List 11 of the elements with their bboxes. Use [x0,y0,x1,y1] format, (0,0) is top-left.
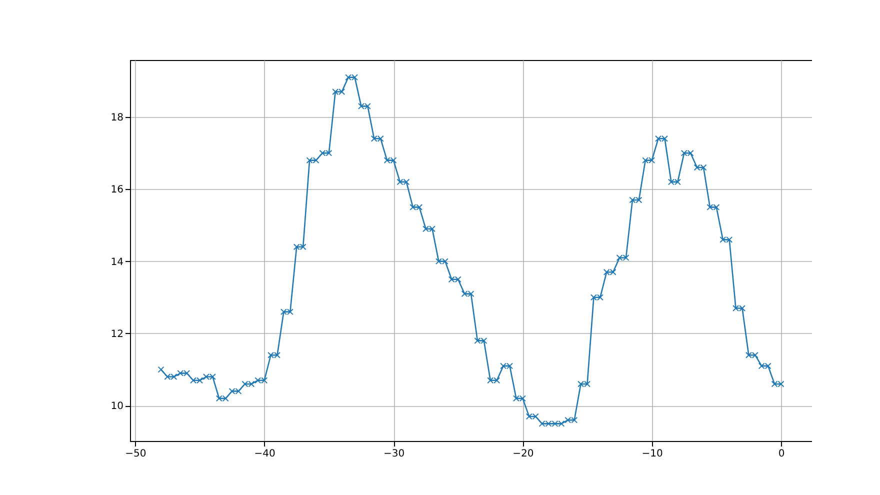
y-tick-label: 16 [110,184,124,196]
y-tick-label: 12 [110,328,124,340]
x-tick-label: −20 [512,448,534,460]
x-tick-label: −50 [125,448,146,460]
x-tick-label: −30 [383,448,405,460]
y-tick-label: 10 [110,401,124,412]
x-tick-label: 0 [778,448,785,460]
y-tick-label: 18 [110,112,124,124]
x-tick-label: −40 [254,448,276,460]
x-tick-label: −10 [642,448,663,460]
y-tick-label: 14 [110,256,124,268]
